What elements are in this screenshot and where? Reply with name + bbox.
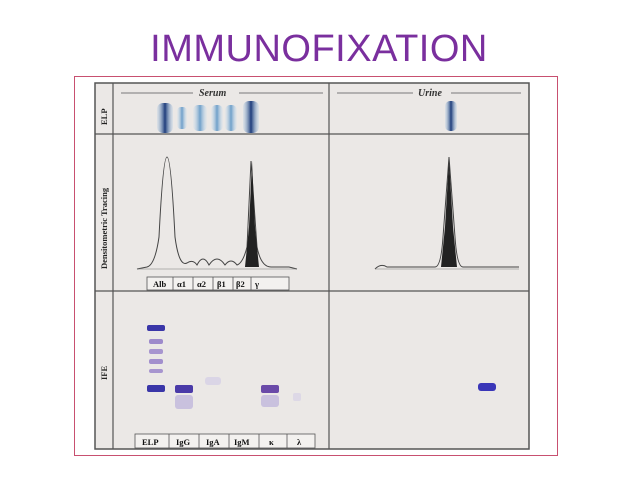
lane-label-elp: ELP — [142, 437, 159, 447]
urine-m-spike — [441, 159, 457, 267]
ife-elp-band-4 — [149, 359, 163, 364]
ife-kappa-band — [261, 385, 279, 393]
lane-label-igg: IgG — [176, 437, 191, 447]
fraction-label-beta2: β2 — [236, 279, 245, 289]
lane-label-iga: IgA — [206, 437, 221, 447]
serum-tracing-curve — [136, 156, 298, 270]
urine-densitometric-tracing — [374, 156, 519, 270]
elp-band-alpha2 — [193, 105, 207, 131]
ife-elp-band-3 — [149, 349, 163, 354]
fraction-label-alb: Alb — [153, 279, 167, 289]
elp-band-gamma — [243, 101, 259, 133]
ife-elp-band-2 — [149, 339, 163, 344]
serum-densitometric-tracing — [136, 156, 298, 270]
urine-elp-band — [445, 101, 457, 131]
fraction-label-alpha1: α1 — [177, 279, 186, 289]
lane-label-lambda: λ — [297, 437, 302, 447]
figure-panel — [94, 82, 530, 450]
ife-elp-band-6 — [147, 385, 165, 392]
immunofixation-figure: ELP Densitometric Tracing IFE Serum Urin… — [74, 76, 558, 456]
serum-ife-gel — [147, 325, 301, 409]
figure-canvas: ELP Densitometric Tracing IFE Serum Urin… — [94, 82, 530, 450]
ife-igg-band — [175, 385, 193, 393]
elp-band-beta1 — [211, 105, 223, 131]
serum-m-spike — [245, 161, 259, 267]
fraction-label-alpha2: α2 — [197, 279, 206, 289]
slide-title: IMMUNOFIXATION — [150, 28, 488, 70]
urine-tracing-curve — [374, 156, 519, 270]
ife-iga-smear — [205, 377, 221, 385]
row-label-elp: ELP — [99, 108, 109, 125]
elp-band-alpha1 — [177, 107, 187, 129]
lane-label-bar: ELP IgG IgA IgM κ λ — [134, 433, 316, 449]
elp-band-albumin — [157, 103, 173, 133]
lane-label-kappa: κ — [269, 437, 274, 447]
fraction-label-beta1: β1 — [217, 279, 226, 289]
serum-elp-gel — [157, 101, 259, 133]
urine-ife-band — [478, 383, 496, 391]
column-header-serum: Serum — [199, 88, 226, 99]
lane-label-igm: IgM — [234, 437, 250, 447]
fraction-label-gamma: γ — [254, 279, 259, 289]
ife-elp-band-1 — [147, 325, 165, 331]
row-label-tracing: Densitometric Tracing — [99, 187, 109, 269]
ife-igg-smear — [175, 395, 193, 409]
column-header-urine: Urine — [418, 88, 442, 99]
elp-band-beta2 — [225, 105, 237, 131]
fraction-label-bar: Alb α1 α2 β1 β2 γ — [146, 276, 290, 291]
ife-kappa-smear — [261, 395, 279, 407]
row-label-ife: IFE — [99, 366, 109, 381]
ife-lambda-smear — [293, 393, 301, 401]
ife-elp-band-5 — [149, 369, 163, 373]
